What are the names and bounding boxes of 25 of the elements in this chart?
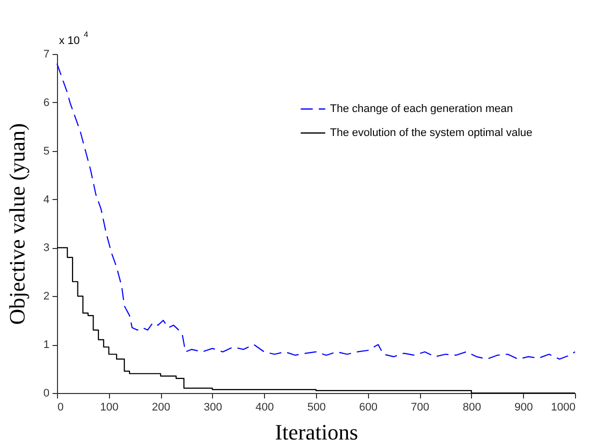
- y-tick-label: 0: [43, 388, 50, 400]
- x-axis-title: Iterations: [274, 420, 358, 442]
- x-tick-label: 0: [58, 402, 64, 414]
- legend-label: The change of each generation mean: [330, 103, 513, 115]
- x-tick-label: 600: [359, 402, 378, 414]
- x-tick-label: 900: [514, 402, 533, 414]
- y-tick-label: 3: [43, 242, 50, 254]
- text: x 104: [59, 30, 89, 47]
- y-tick-label: 5: [43, 145, 50, 158]
- x-tick-label: 800: [462, 402, 482, 414]
- x-tick-label: 1000: [551, 402, 576, 414]
- line-series: [56, 63, 576, 360]
- y-tick-label: 6: [43, 96, 50, 109]
- y-tick-label: 7: [43, 48, 50, 60]
- x-tick-label: 200: [152, 402, 170, 414]
- x-tick-label: 400: [256, 402, 274, 414]
- legend-label: The evolution of the system optimal value: [330, 127, 532, 139]
- x-tick-label: 500: [307, 402, 326, 414]
- x-tick-label: 300: [204, 402, 222, 414]
- x-tick-label: 100: [100, 402, 118, 414]
- y-axis-title: Objective value (yuan): [4, 123, 30, 325]
- y-tick-label: 4: [43, 194, 50, 206]
- y-tick-label: 1: [43, 339, 50, 352]
- x-tick-label: 700: [410, 402, 430, 414]
- y-tick-label: 2: [43, 290, 50, 303]
